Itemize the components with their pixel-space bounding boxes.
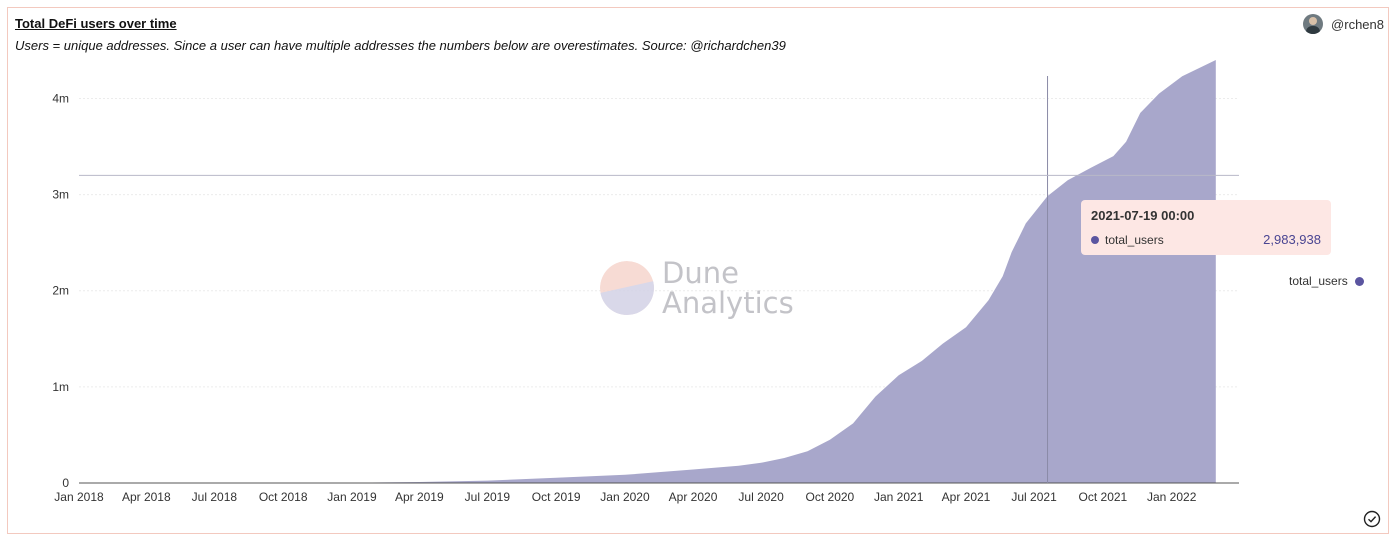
x-tick-label: Jul 2018 xyxy=(192,490,238,504)
chart-tooltip: 2021-07-19 00:00 total_users 2,983,938 xyxy=(1081,200,1331,255)
series-area-total_users xyxy=(79,60,1216,483)
user-badge[interactable]: @rchen8 xyxy=(1303,14,1384,34)
dune-logo xyxy=(600,261,654,315)
x-tick-label: Jan 2018 xyxy=(54,490,104,504)
tooltip-series-name: total_users xyxy=(1105,232,1164,247)
y-tick-label: 1m xyxy=(52,380,69,394)
chart-subtitle: Users = unique addresses. Since a user c… xyxy=(15,38,786,53)
legend-dot-icon xyxy=(1354,276,1364,286)
check-circle-icon[interactable] xyxy=(1363,510,1381,528)
x-tick-label: Jan 2020 xyxy=(600,490,650,504)
tooltip-value: 2,983,938 xyxy=(1263,232,1321,247)
x-tick-label: Apr 2019 xyxy=(395,490,444,504)
x-tick-label: Apr 2021 xyxy=(942,490,991,504)
x-tick-label: Apr 2018 xyxy=(122,490,171,504)
x-tick-label: Jul 2019 xyxy=(465,490,511,504)
x-tick-label: Jul 2021 xyxy=(1011,490,1057,504)
x-tick-label: Oct 2021 xyxy=(1079,490,1128,504)
y-tick-label: 0 xyxy=(62,476,69,490)
x-tick-label: Jan 2021 xyxy=(874,490,924,504)
legend-label: total_users xyxy=(1289,274,1348,288)
x-tick-label: Jul 2020 xyxy=(738,490,784,504)
tooltip-series-dot xyxy=(1091,235,1099,244)
y-tick-label: 4m xyxy=(52,91,69,105)
watermark-line1: Dune xyxy=(662,256,739,290)
legend-item-total-users[interactable]: total_users xyxy=(1289,274,1364,288)
x-tick-label: Oct 2019 xyxy=(532,490,581,504)
tooltip-date: 2021-07-19 00:00 xyxy=(1091,208,1195,223)
y-tick-label: 3m xyxy=(52,188,69,202)
x-tick-label: Jan 2019 xyxy=(327,490,377,504)
chart-title[interactable]: Total DeFi users over time xyxy=(15,16,177,31)
y-tick-label: 2m xyxy=(52,284,69,298)
username: @rchen8 xyxy=(1331,16,1384,32)
x-tick-label: Jan 2022 xyxy=(1147,490,1197,504)
user-avatar xyxy=(1303,14,1324,34)
watermark-line2: Analytics xyxy=(662,286,794,320)
x-tick-label: Apr 2020 xyxy=(669,490,718,504)
x-tick-label: Oct 2018 xyxy=(259,490,308,504)
dune-watermark: Dune Analytics xyxy=(600,258,794,318)
x-tick-label: Oct 2020 xyxy=(806,490,855,504)
